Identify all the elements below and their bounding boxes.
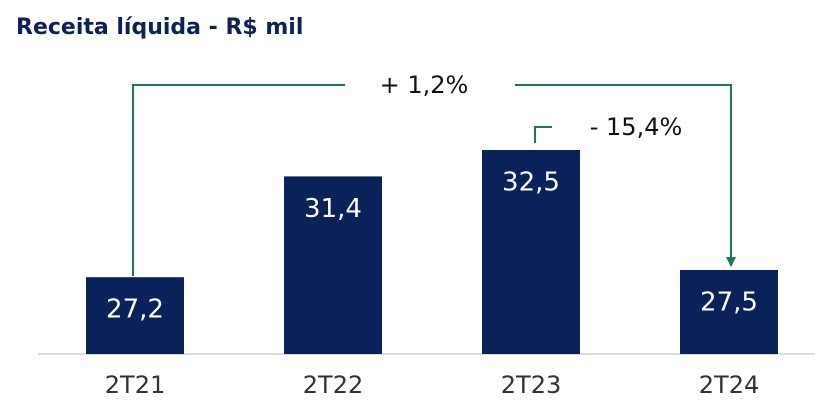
chart-title: Receita líquida - R$ mil	[16, 15, 303, 40]
annotation: + 1,2%	[380, 71, 469, 99]
value-label: 27,2	[106, 295, 164, 325]
value-label: 31,4	[304, 194, 362, 224]
bracket	[132, 84, 345, 276]
bar	[482, 150, 580, 354]
x-tick-label: 2T22	[303, 371, 363, 399]
value-label: 32,5	[502, 168, 560, 198]
bar	[86, 277, 184, 354]
x-tick-label: 2T23	[501, 371, 561, 399]
x-tick-label: 2T24	[699, 371, 759, 399]
bracket-arrow	[515, 84, 736, 267]
x-tick-label: 2T21	[105, 371, 165, 399]
value-label: 27,5	[700, 288, 758, 318]
bracket	[534, 126, 552, 143]
annotation: - 15,4%	[590, 113, 683, 141]
bar	[284, 176, 382, 354]
bar	[680, 270, 778, 354]
